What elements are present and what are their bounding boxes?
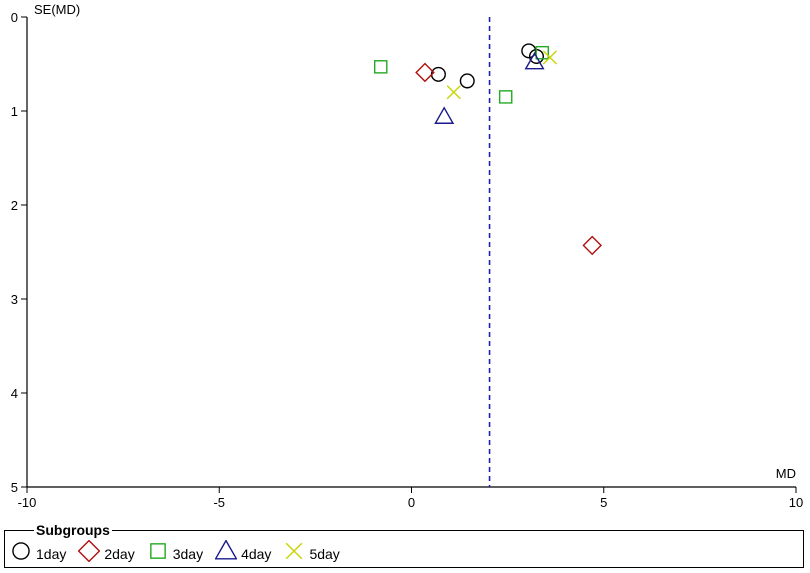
legend: 1day 2day 3day 4day 5day [10, 540, 352, 562]
point-2day [415, 62, 435, 83]
legend-label: 4day [241, 546, 272, 562]
legend-label: 1day [36, 546, 67, 562]
point-3day [535, 45, 549, 60]
legend-marker-1day [12, 542, 30, 560]
triangle-icon [215, 540, 238, 560]
legend-marker-4day [215, 540, 238, 560]
legend-label: 5day [309, 546, 340, 562]
point-1day [430, 66, 446, 82]
y-axis-label: SE(MD) [34, 2, 80, 17]
y-tick-label: 0 [11, 10, 18, 25]
y-tick-label: 4 [11, 386, 18, 401]
x-axis-label: MD [776, 466, 796, 481]
x-tick-label: -10 [18, 495, 37, 510]
legend-marker-2day [78, 540, 101, 562]
x-tick-label: 0 [408, 495, 415, 510]
legend-item-5day: 5day [283, 540, 340, 562]
point-5day [446, 85, 461, 100]
legend-title: Subgroups [34, 522, 112, 538]
legend-label: 2day [104, 546, 135, 562]
point-5day [542, 50, 558, 65]
data-points [373, 43, 603, 256]
legend-marker-5day [286, 542, 303, 560]
legend-box [4, 530, 804, 568]
legend-item-2day: 2day [78, 540, 135, 562]
legend-item-3day: 3day [147, 540, 203, 562]
y-tick-label: 5 [11, 480, 18, 495]
point-3day [498, 90, 513, 104]
y-tick-label: 2 [11, 198, 18, 213]
x-tick-label: 5 [600, 495, 607, 510]
legend-item-4day: 4day [215, 540, 271, 562]
square-icon [149, 543, 166, 559]
point-3day [373, 60, 388, 74]
diamond-icon [78, 540, 101, 562]
point-4day [434, 106, 455, 124]
x-tick-label: 10 [789, 495, 803, 510]
y-tick-label: 3 [11, 292, 18, 307]
legend-marker-3day [149, 543, 166, 559]
cross-icon [286, 542, 303, 560]
y-tick-label: 1 [11, 104, 18, 119]
point-1day [459, 73, 475, 89]
point-2day [582, 235, 603, 256]
legend-item-1day: 1day [10, 540, 66, 562]
legend-label: 3day [172, 546, 204, 562]
x-tick-label: -5 [213, 495, 225, 510]
circle-icon [12, 542, 30, 560]
point-4day [524, 51, 545, 70]
